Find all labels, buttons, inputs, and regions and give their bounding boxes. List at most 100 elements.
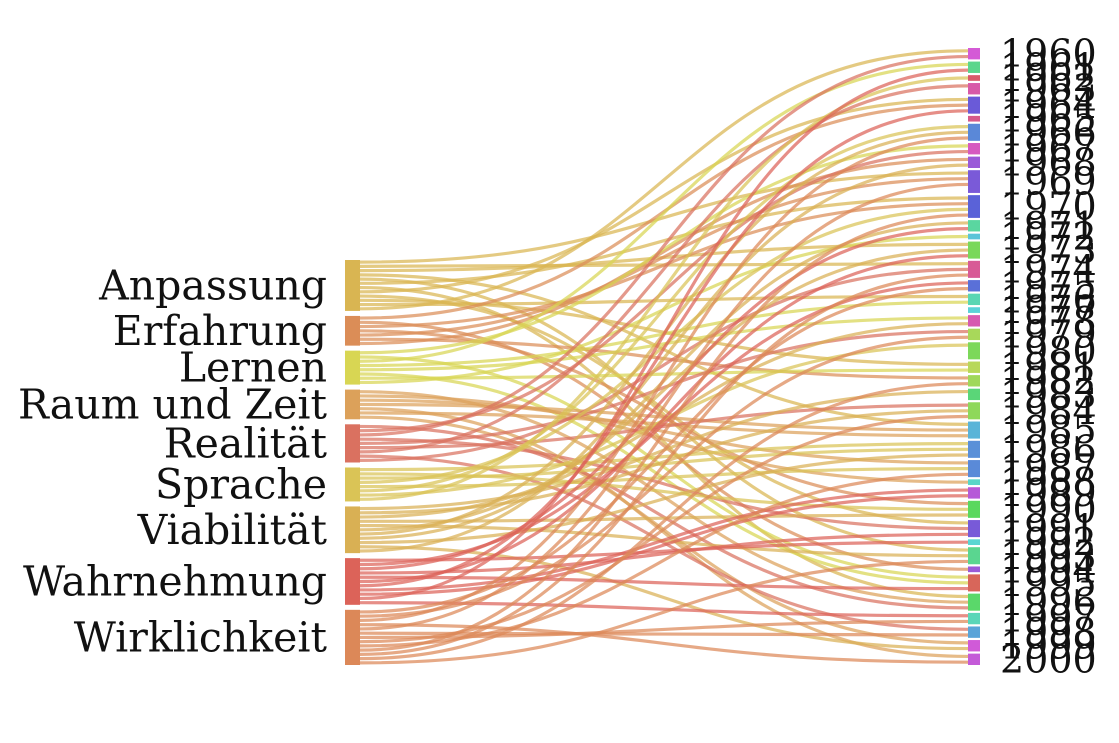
target-label: 1988: [1000, 460, 1097, 504]
source-label: Lernen: [179, 344, 327, 392]
target-node-1997: [968, 612, 980, 625]
target-label: 1968: [1000, 140, 1097, 184]
target-node-1961: [968, 61, 980, 73]
target-label: 1980: [1000, 329, 1097, 373]
link-anpassung-1960: [359, 49, 969, 311]
link-realität-1974: [359, 267, 969, 462]
target-label: 1971: [1000, 204, 1097, 248]
target-label: 1993: [1000, 534, 1097, 578]
source-nodes: [345, 260, 360, 665]
link-wirklichkeit-1966: [359, 136, 969, 623]
target-label: 1978: [1000, 299, 1097, 343]
target-node-1977: [968, 307, 980, 313]
source-node-sprache: [345, 467, 360, 502]
link-realität-1979: [359, 329, 969, 445]
target-label: 1981: [1000, 345, 1097, 389]
source-node-erfahrung: [345, 315, 360, 346]
target-label: 1985: [1000, 408, 1097, 452]
source-label: Erfahrung: [113, 307, 327, 355]
target-node-1968: [968, 156, 980, 168]
source-node-realität: [345, 424, 360, 463]
link-wirklichkeit-1970: [359, 213, 969, 652]
link-viabilität-1968: [359, 163, 969, 553]
link-viabilität-1986: [359, 453, 969, 545]
target-label: 1970: [1000, 185, 1097, 229]
target-label: 1983: [1000, 372, 1097, 416]
target-node-1994: [968, 566, 980, 573]
link-wahrnehmung-1964: [359, 109, 969, 588]
target-node-1963: [968, 83, 980, 95]
target-label: 1965: [1000, 97, 1097, 141]
source-node-lernen: [345, 350, 360, 385]
link-sprache-1966: [359, 125, 969, 493]
target-node-1967: [968, 143, 980, 155]
target-label: 1967: [1000, 127, 1097, 171]
source-node-wirklichkeit: [345, 609, 360, 665]
target-node-1970: [968, 195, 980, 218]
link-wahrnehmung-1961: [359, 68, 969, 601]
link-realität-1960: [359, 54, 969, 437]
target-label: 1997: [1000, 597, 1097, 641]
link-wahrnehmung-1995: [359, 575, 969, 591]
target-node-1999: [968, 640, 980, 652]
source-node-viabilität: [345, 506, 360, 554]
link-erfahrung-1968: [359, 157, 969, 346]
target-node-1978: [968, 315, 980, 327]
target-label: 1994: [1000, 547, 1097, 591]
target-label: 1987: [1000, 447, 1097, 491]
source-label: Wahrnehmung: [23, 557, 327, 605]
source-label: Raum und Zeit: [18, 380, 328, 428]
target-label: 1999: [1000, 624, 1097, 668]
target-node-1972: [968, 233, 980, 240]
link-wahrnehmung-1989: [359, 494, 969, 596]
link-lernen-1961: [359, 62, 969, 363]
target-node-1996: [968, 593, 980, 611]
target-node-1982: [968, 375, 980, 387]
target-node-1987: [968, 460, 980, 478]
target-label: 2000: [1000, 637, 1097, 681]
link-wirklichkeit-1979: [359, 335, 969, 618]
source-label: Wirklichkeit: [74, 613, 328, 661]
target-node-1986: [968, 440, 980, 458]
link-viabilität-1973: [359, 248, 969, 532]
target-node-1993: [968, 547, 980, 565]
target-node-1975: [968, 280, 980, 292]
source-label: Anpassung: [98, 261, 327, 309]
target-label: 1990: [1000, 487, 1097, 531]
link-lernen-1967: [359, 144, 969, 355]
target-node-1985: [968, 421, 980, 439]
target-label: 1963: [1000, 67, 1097, 111]
target-node-1995: [968, 574, 980, 592]
target-label: 1960: [1000, 32, 1097, 76]
link-wirklichkeit-1987: [359, 472, 969, 648]
target-node-1979: [968, 328, 980, 341]
sankey-links: [359, 49, 969, 665]
target-labels: 1960196119621963196419651966196719681969…: [1000, 32, 1097, 682]
target-node-1991: [968, 520, 980, 538]
target-node-1992: [968, 539, 980, 546]
target-node-1976: [968, 293, 980, 306]
link-wirklichkeit-1984: [359, 414, 969, 644]
link-wirklichkeit-1974: [359, 273, 969, 656]
target-label: 1977: [1000, 288, 1097, 332]
target-node-1960: [968, 48, 980, 60]
link-realität-1963: [359, 84, 969, 454]
link-wahrnehmung-1989: [359, 488, 969, 592]
target-label: 1964: [1000, 83, 1097, 127]
target-node-1980: [968, 342, 980, 360]
target-label: 1986: [1000, 427, 1097, 471]
source-label: Viabilität: [137, 506, 328, 554]
link-wahrnehmung-1971: [359, 227, 969, 571]
target-node-1965: [968, 115, 980, 122]
target-label: 1961: [1000, 45, 1097, 89]
target-label: 1979: [1000, 312, 1097, 356]
target-label: 1976: [1000, 277, 1097, 321]
target-label: 1998: [1000, 610, 1097, 654]
target-node-1989: [968, 487, 980, 499]
target-label: 1974: [1000, 247, 1097, 291]
target-node-1983: [968, 388, 980, 401]
link-realität-1984: [359, 403, 969, 450]
link-wahrnehmung-1997: [359, 601, 969, 618]
